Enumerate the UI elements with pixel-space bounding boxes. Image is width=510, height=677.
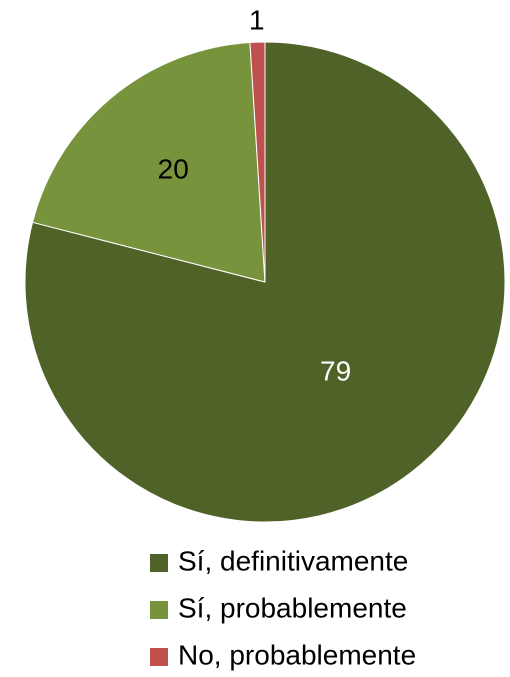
legend-label: Sí, probablemente [178, 592, 407, 623]
pie-slice [31, 41, 266, 283]
data-label: 20 [158, 153, 189, 184]
pie-slice [249, 41, 266, 283]
legend-label: No, probablemente [178, 639, 416, 670]
legend-swatch [150, 648, 168, 666]
legend-label: Sí, definitivamente [178, 545, 408, 576]
data-label: 1 [249, 5, 265, 36]
legend-swatch [150, 554, 168, 572]
data-label: 79 [320, 355, 351, 386]
legend-swatch [150, 601, 168, 619]
